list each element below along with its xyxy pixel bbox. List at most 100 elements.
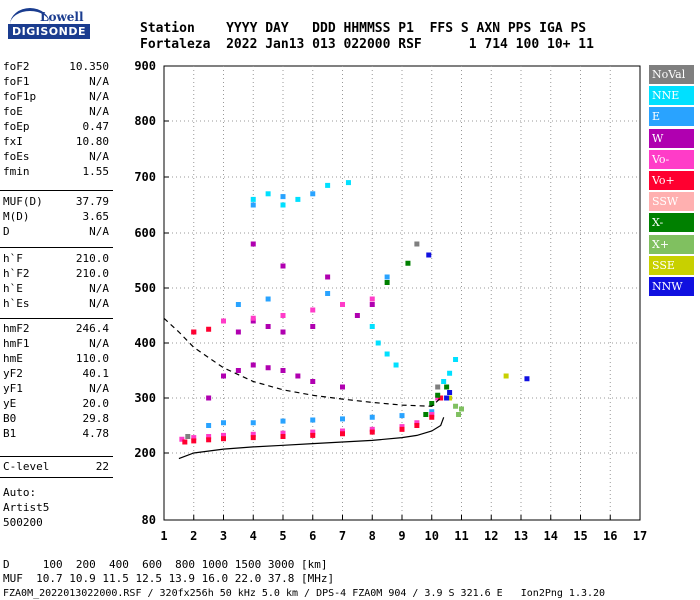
data-point — [384, 351, 390, 357]
param-name: yF1 — [3, 382, 23, 395]
param-name: MUF(D) — [3, 195, 43, 208]
legend-item: W — [649, 128, 694, 148]
data-point — [310, 191, 316, 197]
x-tick-label: 11 — [454, 529, 468, 543]
data-point — [447, 390, 453, 395]
param-value: 210.0 — [75, 267, 109, 280]
y-tick-label: 900 — [134, 59, 156, 73]
legend-item: Vo+ — [649, 171, 694, 190]
x-tick-label: 14 — [544, 529, 558, 543]
data-point — [375, 340, 381, 346]
param-value: N/A — [89, 225, 109, 238]
x-tick-label: 16 — [603, 529, 617, 543]
data-point — [206, 395, 212, 401]
data-point — [456, 412, 462, 417]
param-row: foEp 0.47 — [3, 120, 109, 135]
data-point — [310, 429, 316, 435]
data-point — [414, 420, 420, 426]
param-value: N/A — [89, 150, 109, 163]
param-name: foEs — [3, 150, 30, 163]
data-point — [221, 436, 226, 442]
data-point — [310, 432, 316, 438]
data-point — [340, 416, 345, 422]
data-point — [369, 324, 375, 329]
data-point — [340, 302, 345, 307]
x-tick-label: 2 — [190, 529, 197, 543]
data-point — [453, 403, 459, 409]
separator — [0, 318, 113, 319]
data-point — [221, 432, 226, 438]
data-point — [280, 329, 286, 335]
param-name: hmE — [3, 352, 23, 365]
param-name: B1 — [3, 427, 17, 440]
data-point — [221, 373, 226, 379]
muf-curve — [163, 317, 442, 407]
data-point — [453, 357, 459, 362]
data-point — [185, 434, 191, 439]
param-value: N/A — [89, 337, 109, 350]
data-point — [191, 329, 197, 335]
param-row: D N/A — [3, 225, 109, 240]
param-name: yE — [3, 397, 17, 410]
param-value: 3.65 — [82, 210, 110, 223]
param-value: 10.80 — [75, 135, 109, 148]
logo-arc-icon — [10, 8, 50, 41]
param-value: N/A — [89, 297, 109, 310]
data-point — [265, 191, 271, 197]
param-name: h`F2 — [3, 267, 30, 280]
param-value: 246.4 — [75, 322, 109, 335]
separator — [0, 247, 113, 248]
data-point — [393, 362, 399, 368]
data-point — [250, 431, 256, 437]
y-tick-label: 200 — [134, 446, 156, 460]
data-point — [206, 326, 212, 332]
data-point — [399, 413, 405, 419]
data-point — [438, 395, 444, 401]
param-row: hmE 110.0 — [3, 352, 109, 367]
param-row: foEs N/A — [3, 150, 109, 165]
data-point — [369, 414, 375, 420]
param-row: foF1 N/A — [3, 75, 109, 90]
data-point — [280, 313, 286, 318]
data-point — [280, 194, 286, 200]
param-row: hmF1 N/A — [3, 337, 109, 352]
legend-item: SSW — [649, 192, 694, 212]
data-point — [310, 379, 316, 384]
legend-item: NNE — [649, 86, 694, 106]
logo-line2: DIGISONDE — [8, 24, 90, 39]
param-name: foF1p — [3, 90, 37, 103]
data-point — [235, 302, 241, 307]
data-point — [369, 429, 375, 435]
x-tick-label: 3 — [220, 529, 227, 543]
data-point — [340, 431, 345, 437]
param-row: B0 29.8 — [3, 412, 109, 427]
x-tick-label: 5 — [279, 529, 286, 543]
param-name: h`F — [3, 252, 23, 265]
data-point — [191, 435, 197, 441]
footer-muf-row: MUF 10.7 10.9 11.5 12.5 13.9 16.0 22.0 3… — [3, 572, 335, 585]
data-point — [280, 368, 286, 373]
param-value: N/A — [89, 382, 109, 395]
data-point — [444, 395, 450, 401]
data-point — [265, 324, 271, 329]
data-point — [399, 424, 405, 430]
param-value: 37.79 — [75, 195, 109, 208]
param-row: h`F2 210.0 — [3, 267, 109, 282]
param-value: N/A — [89, 75, 109, 88]
data-point — [221, 318, 226, 324]
param-name: foF2 — [3, 60, 30, 73]
param-value: N/A — [89, 90, 109, 103]
x-tick-label: 9 — [398, 529, 405, 543]
data-point — [295, 373, 301, 379]
param-value: N/A — [89, 105, 109, 118]
data-point — [384, 274, 390, 280]
param-name: M(D) — [3, 210, 30, 223]
data-point — [280, 434, 286, 439]
param-value: N/A — [89, 282, 109, 295]
param-row: B1 4.78 — [3, 427, 109, 442]
param-row: yE 20.0 — [3, 397, 109, 412]
data-point — [423, 412, 429, 417]
data-point — [250, 420, 256, 426]
param-name: hmF1 — [3, 337, 30, 350]
x-tick-label: 4 — [250, 529, 257, 543]
